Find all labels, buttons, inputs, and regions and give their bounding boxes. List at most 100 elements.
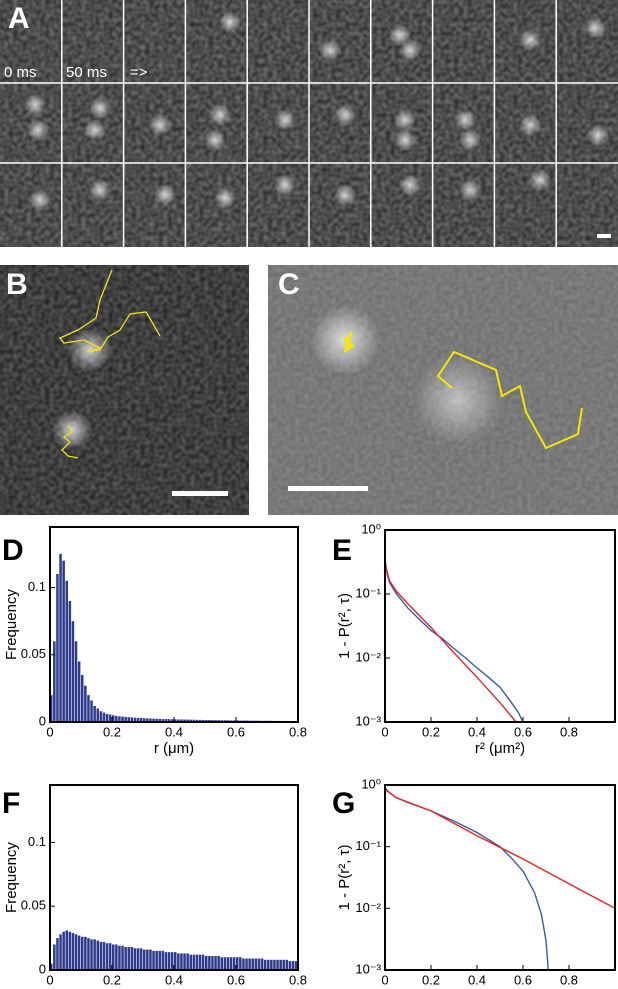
plot-frame bbox=[49, 526, 299, 723]
spot bbox=[84, 119, 106, 141]
panel-letter: D bbox=[2, 534, 24, 567]
bar bbox=[108, 714, 112, 722]
bar bbox=[115, 715, 118, 722]
bar bbox=[229, 957, 233, 970]
bar bbox=[214, 955, 217, 970]
bar bbox=[105, 943, 109, 970]
scale-bar bbox=[172, 491, 228, 496]
bar bbox=[276, 959, 279, 970]
panel-c-image bbox=[268, 265, 618, 515]
panel-letter: G bbox=[332, 787, 355, 820]
bar bbox=[245, 958, 248, 970]
bar bbox=[186, 719, 189, 722]
bar bbox=[77, 661, 81, 722]
bar bbox=[226, 957, 230, 970]
bar bbox=[158, 950, 161, 970]
bar bbox=[189, 954, 192, 970]
bar bbox=[183, 719, 186, 722]
spot bbox=[587, 124, 609, 146]
spot bbox=[334, 104, 356, 126]
bar bbox=[208, 955, 211, 970]
bar bbox=[220, 957, 223, 970]
bar bbox=[146, 718, 149, 722]
bar bbox=[285, 959, 289, 970]
x-tick-label: 0.8 bbox=[289, 972, 307, 987]
x-tick-label: 0.6 bbox=[514, 724, 532, 739]
plot-frame bbox=[384, 784, 616, 971]
bar bbox=[267, 959, 270, 970]
spot bbox=[29, 189, 51, 211]
panel-letter: C bbox=[278, 268, 300, 301]
y-tick-label: 0.1 bbox=[28, 834, 46, 849]
spot bbox=[274, 109, 296, 131]
y-axis-label: 1 - P(r², τ) bbox=[336, 845, 353, 911]
x-tick-label: 0.4 bbox=[468, 724, 486, 739]
bar bbox=[279, 959, 282, 970]
bar bbox=[180, 953, 183, 970]
bar bbox=[164, 719, 168, 722]
spot bbox=[89, 97, 111, 119]
bar bbox=[112, 715, 115, 722]
bar bbox=[189, 719, 192, 722]
spot bbox=[394, 109, 416, 131]
bar bbox=[155, 950, 158, 970]
bar bbox=[195, 719, 199, 722]
bar bbox=[87, 695, 90, 722]
bar bbox=[53, 944, 56, 970]
bar bbox=[133, 717, 137, 722]
bar bbox=[121, 945, 124, 970]
bar bbox=[81, 936, 84, 970]
spot bbox=[413, 355, 503, 445]
spot bbox=[334, 184, 356, 206]
x-tick-label: 0 bbox=[46, 724, 53, 739]
bar bbox=[161, 950, 165, 970]
y-tick-label: 0.05 bbox=[21, 898, 46, 913]
spot bbox=[89, 179, 111, 201]
bar bbox=[186, 953, 189, 970]
bar bbox=[195, 954, 199, 970]
panel-letter: A bbox=[8, 2, 30, 35]
bar bbox=[251, 958, 254, 970]
bar bbox=[270, 959, 273, 970]
track bbox=[436, 350, 583, 450]
bar bbox=[62, 931, 65, 970]
bar bbox=[127, 717, 130, 722]
bar bbox=[242, 958, 245, 970]
bar bbox=[201, 719, 205, 722]
y-tick-label: 10⁰ bbox=[361, 521, 381, 536]
bar bbox=[93, 939, 96, 970]
x-tick-label: 0.4 bbox=[165, 972, 183, 987]
bar bbox=[288, 961, 292, 970]
spot bbox=[459, 129, 481, 151]
bar bbox=[164, 952, 168, 970]
y-tick-label: 10⁻¹ bbox=[355, 838, 381, 853]
bar bbox=[90, 939, 93, 970]
bar bbox=[273, 959, 276, 970]
bar bbox=[115, 944, 118, 970]
bar bbox=[152, 950, 155, 970]
spot bbox=[529, 169, 551, 191]
bar bbox=[257, 958, 261, 970]
bar bbox=[50, 695, 53, 722]
y-tick-label: 10⁰ bbox=[361, 776, 381, 791]
x-axis-label: r² (μm²) bbox=[475, 740, 525, 757]
bar bbox=[223, 957, 227, 970]
y-tick-label: 10⁻² bbox=[355, 900, 381, 915]
bar bbox=[99, 941, 103, 970]
bar bbox=[263, 959, 267, 970]
spot bbox=[319, 39, 341, 61]
spot bbox=[399, 39, 421, 61]
spot bbox=[204, 129, 226, 151]
y-tick-label: 10⁻³ bbox=[355, 961, 381, 976]
spot bbox=[209, 104, 231, 126]
bar bbox=[211, 955, 214, 970]
bar bbox=[124, 947, 127, 970]
bar bbox=[170, 719, 174, 722]
spot bbox=[68, 328, 112, 372]
plot-frame bbox=[384, 529, 616, 723]
bar bbox=[180, 719, 183, 722]
bar bbox=[177, 953, 180, 970]
x-tick-label: 0.4 bbox=[468, 972, 486, 987]
track bbox=[58, 269, 161, 353]
